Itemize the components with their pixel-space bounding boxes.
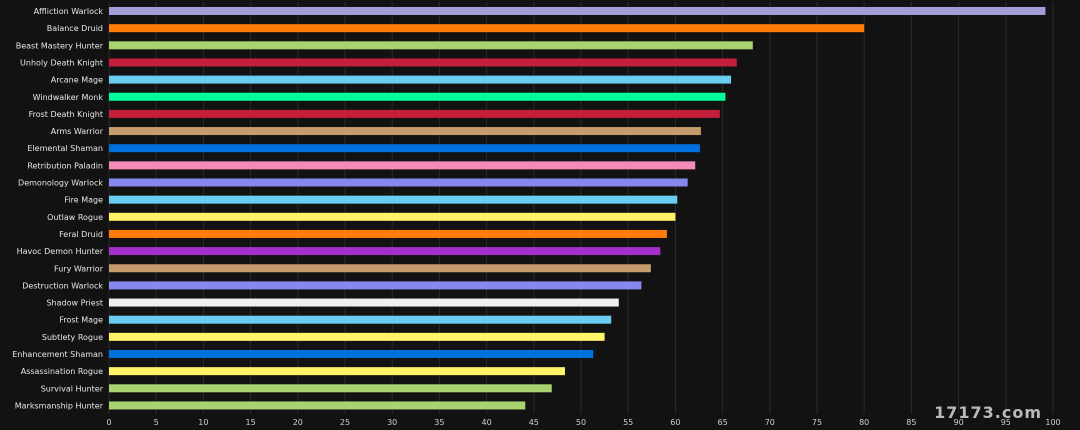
watermark-text: 17173.com bbox=[934, 403, 1042, 422]
bar bbox=[109, 332, 605, 341]
bar bbox=[109, 315, 612, 324]
bar bbox=[109, 58, 737, 67]
x-tick-label: 90 bbox=[954, 418, 964, 427]
x-tick-label: 20 bbox=[293, 418, 303, 427]
x-tick-label: 80 bbox=[859, 418, 869, 427]
category-label: Fire Mage bbox=[64, 196, 103, 205]
category-label: Fury Warrior bbox=[54, 264, 104, 273]
x-tick-label: 25 bbox=[340, 418, 350, 427]
x-tick-label: 95 bbox=[1001, 418, 1011, 427]
x-tick-label: 85 bbox=[906, 418, 916, 427]
bar bbox=[109, 367, 565, 376]
category-label: Survival Hunter bbox=[41, 384, 104, 393]
bar bbox=[109, 178, 688, 187]
x-tick-label: 10 bbox=[198, 418, 208, 427]
bar bbox=[109, 247, 661, 256]
x-tick-label: 50 bbox=[576, 418, 586, 427]
x-tick-label: 30 bbox=[387, 418, 397, 427]
x-tick-label: 0 bbox=[106, 418, 111, 427]
bar bbox=[109, 92, 726, 101]
category-label: Subtlety Rogue bbox=[42, 333, 103, 342]
category-label: Frost Mage bbox=[59, 316, 103, 325]
category-label: Arms Warrior bbox=[51, 127, 104, 136]
bar bbox=[109, 7, 1046, 15]
category-label: Elemental Shaman bbox=[27, 144, 103, 153]
bar bbox=[109, 384, 552, 393]
x-tick-label: 70 bbox=[765, 418, 775, 427]
bars bbox=[109, 7, 1046, 410]
x-tick-label: 40 bbox=[482, 418, 492, 427]
bar bbox=[109, 298, 619, 307]
bar bbox=[109, 24, 865, 33]
grid-lines bbox=[108, 2, 1054, 414]
category-label: Destruction Warlock bbox=[22, 281, 103, 290]
x-tick-label: 15 bbox=[246, 418, 256, 427]
bar bbox=[109, 281, 642, 290]
bar bbox=[109, 212, 676, 221]
x-tick-label: 60 bbox=[670, 418, 680, 427]
category-label: Retribution Paladin bbox=[27, 161, 103, 170]
category-label: Havoc Demon Hunter bbox=[17, 247, 104, 256]
category-labels: Affliction Warlock Balance Druid Beast Mas… bbox=[12, 7, 103, 410]
bar bbox=[109, 195, 678, 204]
category-label: Arcane Mage bbox=[51, 76, 103, 85]
bar bbox=[109, 350, 594, 358]
category-label: Affliction Warlock bbox=[34, 7, 104, 16]
category-label: Feral Druid bbox=[59, 230, 103, 239]
bar bbox=[109, 75, 732, 84]
category-label: Shadow Priest bbox=[46, 299, 103, 308]
category-label: Outlaw Rogue bbox=[47, 213, 103, 222]
bar bbox=[109, 127, 701, 136]
x-tick-label: 100 bbox=[1045, 418, 1060, 427]
category-label: Marksmanship Hunter bbox=[15, 401, 104, 410]
x-tick-label: 65 bbox=[718, 418, 728, 427]
x-tick-label: 55 bbox=[623, 418, 633, 427]
category-label: Frost Death Knight bbox=[29, 110, 103, 119]
x-tick-label: 45 bbox=[529, 418, 539, 427]
category-label: Unholy Death Knight bbox=[20, 58, 103, 67]
category-label: Assassination Rogue bbox=[21, 367, 103, 376]
x-tick-label: 35 bbox=[434, 418, 444, 427]
category-label: Windwalker Monk bbox=[33, 93, 104, 102]
bar bbox=[109, 144, 700, 153]
x-axis-ticks: 0 5 10 15 20 25 30 35 40 45 50 55 60 65 70 75 80 85 90 95 10… bbox=[106, 418, 1060, 427]
x-tick-label: 75 bbox=[812, 418, 822, 427]
bar bbox=[109, 161, 696, 170]
category-label: Balance Druid bbox=[47, 24, 103, 33]
bar bbox=[109, 264, 651, 273]
category-label: Beast Mastery Hunter bbox=[16, 41, 104, 50]
bar bbox=[109, 41, 753, 50]
bar bbox=[109, 109, 720, 118]
bar bbox=[109, 401, 526, 410]
x-tick-label: 5 bbox=[154, 418, 159, 427]
category-label: Enhancement Shaman bbox=[12, 350, 103, 359]
category-label: Demonology Warlock bbox=[18, 179, 103, 188]
bar bbox=[109, 229, 667, 238]
